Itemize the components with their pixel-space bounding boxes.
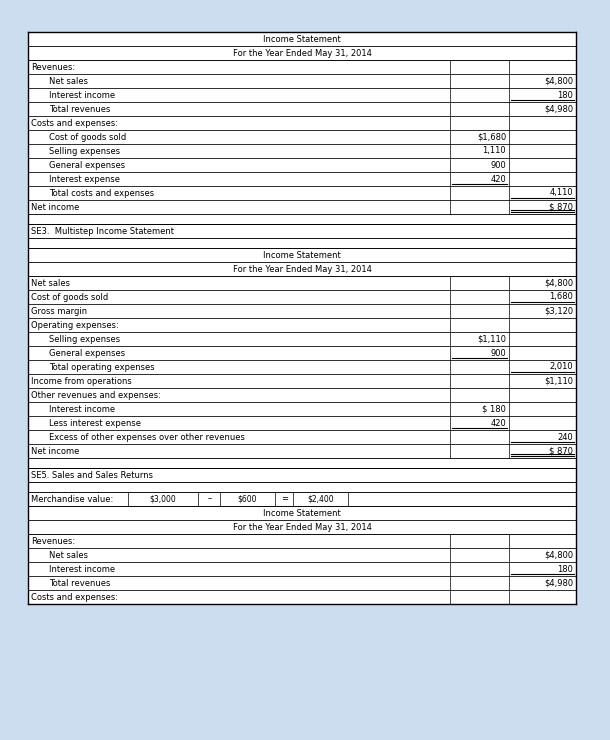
Text: $2,400: $2,400 [307,494,334,503]
Text: $600: $600 [238,494,257,503]
Text: For the Year Ended May 31, 2014: For the Year Ended May 31, 2014 [232,49,371,58]
Text: =: = [281,494,289,503]
Text: $1,110: $1,110 [544,377,573,386]
Text: $ 870: $ 870 [549,203,573,212]
Text: $4,800: $4,800 [544,551,573,559]
Text: Interest income: Interest income [49,90,115,99]
Text: Total revenues: Total revenues [49,579,110,588]
Text: Income Statement: Income Statement [263,35,341,44]
Text: $4,800: $4,800 [544,278,573,288]
Text: General expenses: General expenses [49,349,125,357]
Text: 900: 900 [490,161,506,169]
Text: –: – [208,494,212,503]
Text: $4,800: $4,800 [544,76,573,86]
Text: Income Statement: Income Statement [263,508,341,517]
Text: $ 180: $ 180 [483,405,506,414]
Text: Gross margin: Gross margin [31,306,87,315]
Text: Operating expenses:: Operating expenses: [31,320,119,329]
Text: Costs and expenses:: Costs and expenses: [31,118,118,127]
Text: Net income: Net income [31,203,79,212]
Text: Cost of goods sold: Cost of goods sold [49,132,126,141]
Text: Selling expenses: Selling expenses [49,147,120,155]
Text: 900: 900 [490,349,506,357]
Text: Total operating expenses: Total operating expenses [49,363,154,371]
Text: For the Year Ended May 31, 2014: For the Year Ended May 31, 2014 [232,264,371,274]
Text: Costs and expenses:: Costs and expenses: [31,593,118,602]
Text: 1,110: 1,110 [483,147,506,155]
Text: 180: 180 [557,90,573,99]
Text: Net sales: Net sales [49,76,88,86]
Text: 420: 420 [490,419,506,428]
Text: Interest income: Interest income [49,565,115,574]
Text: $ 870: $ 870 [549,446,573,456]
Text: $1,680: $1,680 [477,132,506,141]
Text: $4,980: $4,980 [544,579,573,588]
Text: 1,680: 1,680 [549,292,573,301]
Text: 240: 240 [558,432,573,442]
Text: Interest income: Interest income [49,405,115,414]
Text: Net sales: Net sales [31,278,70,288]
Text: Income Statement: Income Statement [263,251,341,260]
Text: Net income: Net income [31,446,79,456]
Text: $1,110: $1,110 [477,334,506,343]
Text: SE5. Sales and Sales Returns: SE5. Sales and Sales Returns [31,471,153,480]
Text: $4,980: $4,980 [544,104,573,113]
Text: 2,010: 2,010 [550,363,573,371]
Text: 420: 420 [490,175,506,184]
Text: General expenses: General expenses [49,161,125,169]
Text: Revenues:: Revenues: [31,62,75,72]
Text: Less interest expense: Less interest expense [49,419,141,428]
Text: Other revenues and expenses:: Other revenues and expenses: [31,391,161,400]
Text: Income from operations: Income from operations [31,377,132,386]
Text: Excess of other expenses over other revenues: Excess of other expenses over other reve… [49,432,245,442]
Text: For the Year Ended May 31, 2014: For the Year Ended May 31, 2014 [232,522,371,531]
Text: SE3.  Multistep Income Statement: SE3. Multistep Income Statement [31,226,174,235]
Text: 180: 180 [557,565,573,574]
Text: Total costs and expenses: Total costs and expenses [49,189,154,198]
Text: Interest expense: Interest expense [49,175,120,184]
Text: Revenues:: Revenues: [31,536,75,545]
Text: $3,120: $3,120 [544,306,573,315]
Text: Merchandise value:: Merchandise value: [31,494,113,503]
Text: Total revenues: Total revenues [49,104,110,113]
Text: Net sales: Net sales [49,551,88,559]
Bar [28,32,576,604]
Text: $3,000: $3,000 [149,494,176,503]
Text: Selling expenses: Selling expenses [49,334,120,343]
Text: 4,110: 4,110 [550,189,573,198]
Text: Cost of goods sold: Cost of goods sold [31,292,108,301]
